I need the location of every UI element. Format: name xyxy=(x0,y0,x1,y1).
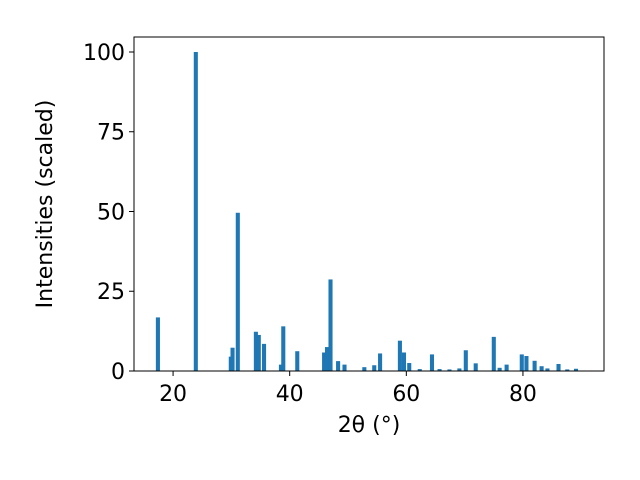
bar xyxy=(401,352,407,371)
bar xyxy=(322,352,327,371)
bar xyxy=(429,354,435,371)
bar xyxy=(504,364,509,371)
bar xyxy=(473,363,478,371)
bar xyxy=(230,347,235,371)
y-tick-label: 50 xyxy=(97,200,125,225)
bar xyxy=(437,369,442,371)
x-tick-label: 80 xyxy=(509,382,537,407)
bar xyxy=(463,350,468,371)
bar xyxy=(342,364,347,371)
y-tick-label: 25 xyxy=(97,280,125,305)
bar xyxy=(497,367,502,371)
bar xyxy=(295,351,300,371)
bar xyxy=(235,212,240,371)
bar xyxy=(324,347,330,371)
bar xyxy=(372,365,377,371)
bar xyxy=(336,361,341,371)
bar xyxy=(261,343,267,371)
bar xyxy=(491,336,496,371)
bar xyxy=(532,360,537,371)
x-axis-label: 2θ (°) xyxy=(338,413,401,438)
bar xyxy=(362,367,367,371)
y-tick-label: 75 xyxy=(97,121,125,146)
x-tick-label: 20 xyxy=(159,382,187,407)
bar xyxy=(378,353,383,371)
bar xyxy=(545,368,550,371)
bar xyxy=(278,364,283,371)
bar xyxy=(155,317,160,371)
bar xyxy=(539,366,544,371)
plot-frame xyxy=(133,36,605,372)
x-tick-label: 40 xyxy=(276,382,304,407)
bar xyxy=(328,279,333,371)
bar xyxy=(447,369,452,371)
y-tick-label: 100 xyxy=(83,41,125,66)
bar xyxy=(397,340,402,371)
bar xyxy=(193,51,198,371)
bar xyxy=(519,354,524,371)
bar xyxy=(524,356,529,371)
y-tick-label: 0 xyxy=(111,360,125,385)
bar xyxy=(417,369,422,371)
bar xyxy=(407,363,412,371)
bar xyxy=(253,331,258,371)
bar xyxy=(573,368,579,371)
bar xyxy=(556,363,561,371)
x-tick-label: 60 xyxy=(392,382,420,407)
bar xyxy=(565,369,570,371)
y-axis-label: Intensities (scaled) xyxy=(33,100,58,309)
bar xyxy=(256,334,261,371)
bar xyxy=(457,368,462,371)
bar xyxy=(281,326,286,371)
